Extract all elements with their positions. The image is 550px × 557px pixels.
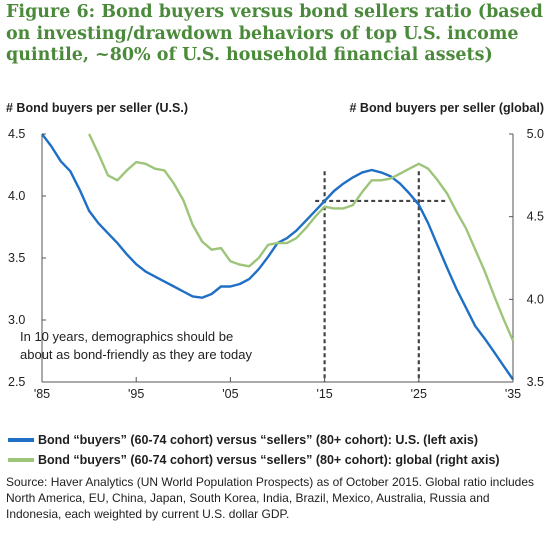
x-tick-label: '85 xyxy=(34,387,50,401)
legend-label-global: Bond “buyers” (60-74 cohort) versus “sel… xyxy=(38,453,500,467)
left-tick-label: 4.5 xyxy=(8,127,25,141)
x-tick-label: '95 xyxy=(128,387,144,401)
legend-swatch-global xyxy=(8,458,34,462)
line-chart: 2.5 3.0 3.5 4.0 4.5 3.5 4.0 4.5 5.0 '85 '95 '05 '15 '… xyxy=(8,127,544,401)
left-tick-label: 3.5 xyxy=(8,251,25,265)
source-note: Source: Haver Analytics (UN World Popula… xyxy=(6,475,535,521)
x-tick-label: '35 xyxy=(505,387,521,401)
left-tick-label: 3.0 xyxy=(8,313,25,327)
left-axis-title: # Bond buyers per seller (U.S.) xyxy=(6,101,188,115)
right-tick-label: 5.0 xyxy=(527,127,544,141)
legend: Bond “buyers” (60-74 cohort) versus “sel… xyxy=(8,430,500,470)
left-tick-label: 4.0 xyxy=(8,189,25,203)
annotation-text: about as bond-friendly as they are today xyxy=(20,347,252,362)
annotation-text: In 10 years, demographics should be xyxy=(20,329,233,344)
x-tick-label: '15 xyxy=(316,387,332,401)
global-series-line xyxy=(88,133,515,342)
right-tick-label: 4.0 xyxy=(527,292,544,306)
page-title: Figure 6: Bond buyers versus bond seller… xyxy=(6,2,543,65)
left-tick-label: 2.5 xyxy=(8,375,25,389)
x-tick-label: '05 xyxy=(222,387,238,401)
legend-label-us: Bond “buyers” (60-74 cohort) versus “sel… xyxy=(38,433,479,447)
legend-swatch-us xyxy=(8,438,34,442)
x-tick-label: '25 xyxy=(411,387,427,401)
right-axis-title: # Bond buyers per seller (global) xyxy=(349,101,545,115)
right-tick-label: 4.5 xyxy=(527,210,544,224)
legend-item-us: Bond “buyers” (60-74 cohort) versus “sel… xyxy=(8,430,500,450)
right-tick-label: 3.5 xyxy=(527,375,544,389)
legend-item-global: Bond “buyers” (60-74 cohort) versus “sel… xyxy=(8,450,500,470)
